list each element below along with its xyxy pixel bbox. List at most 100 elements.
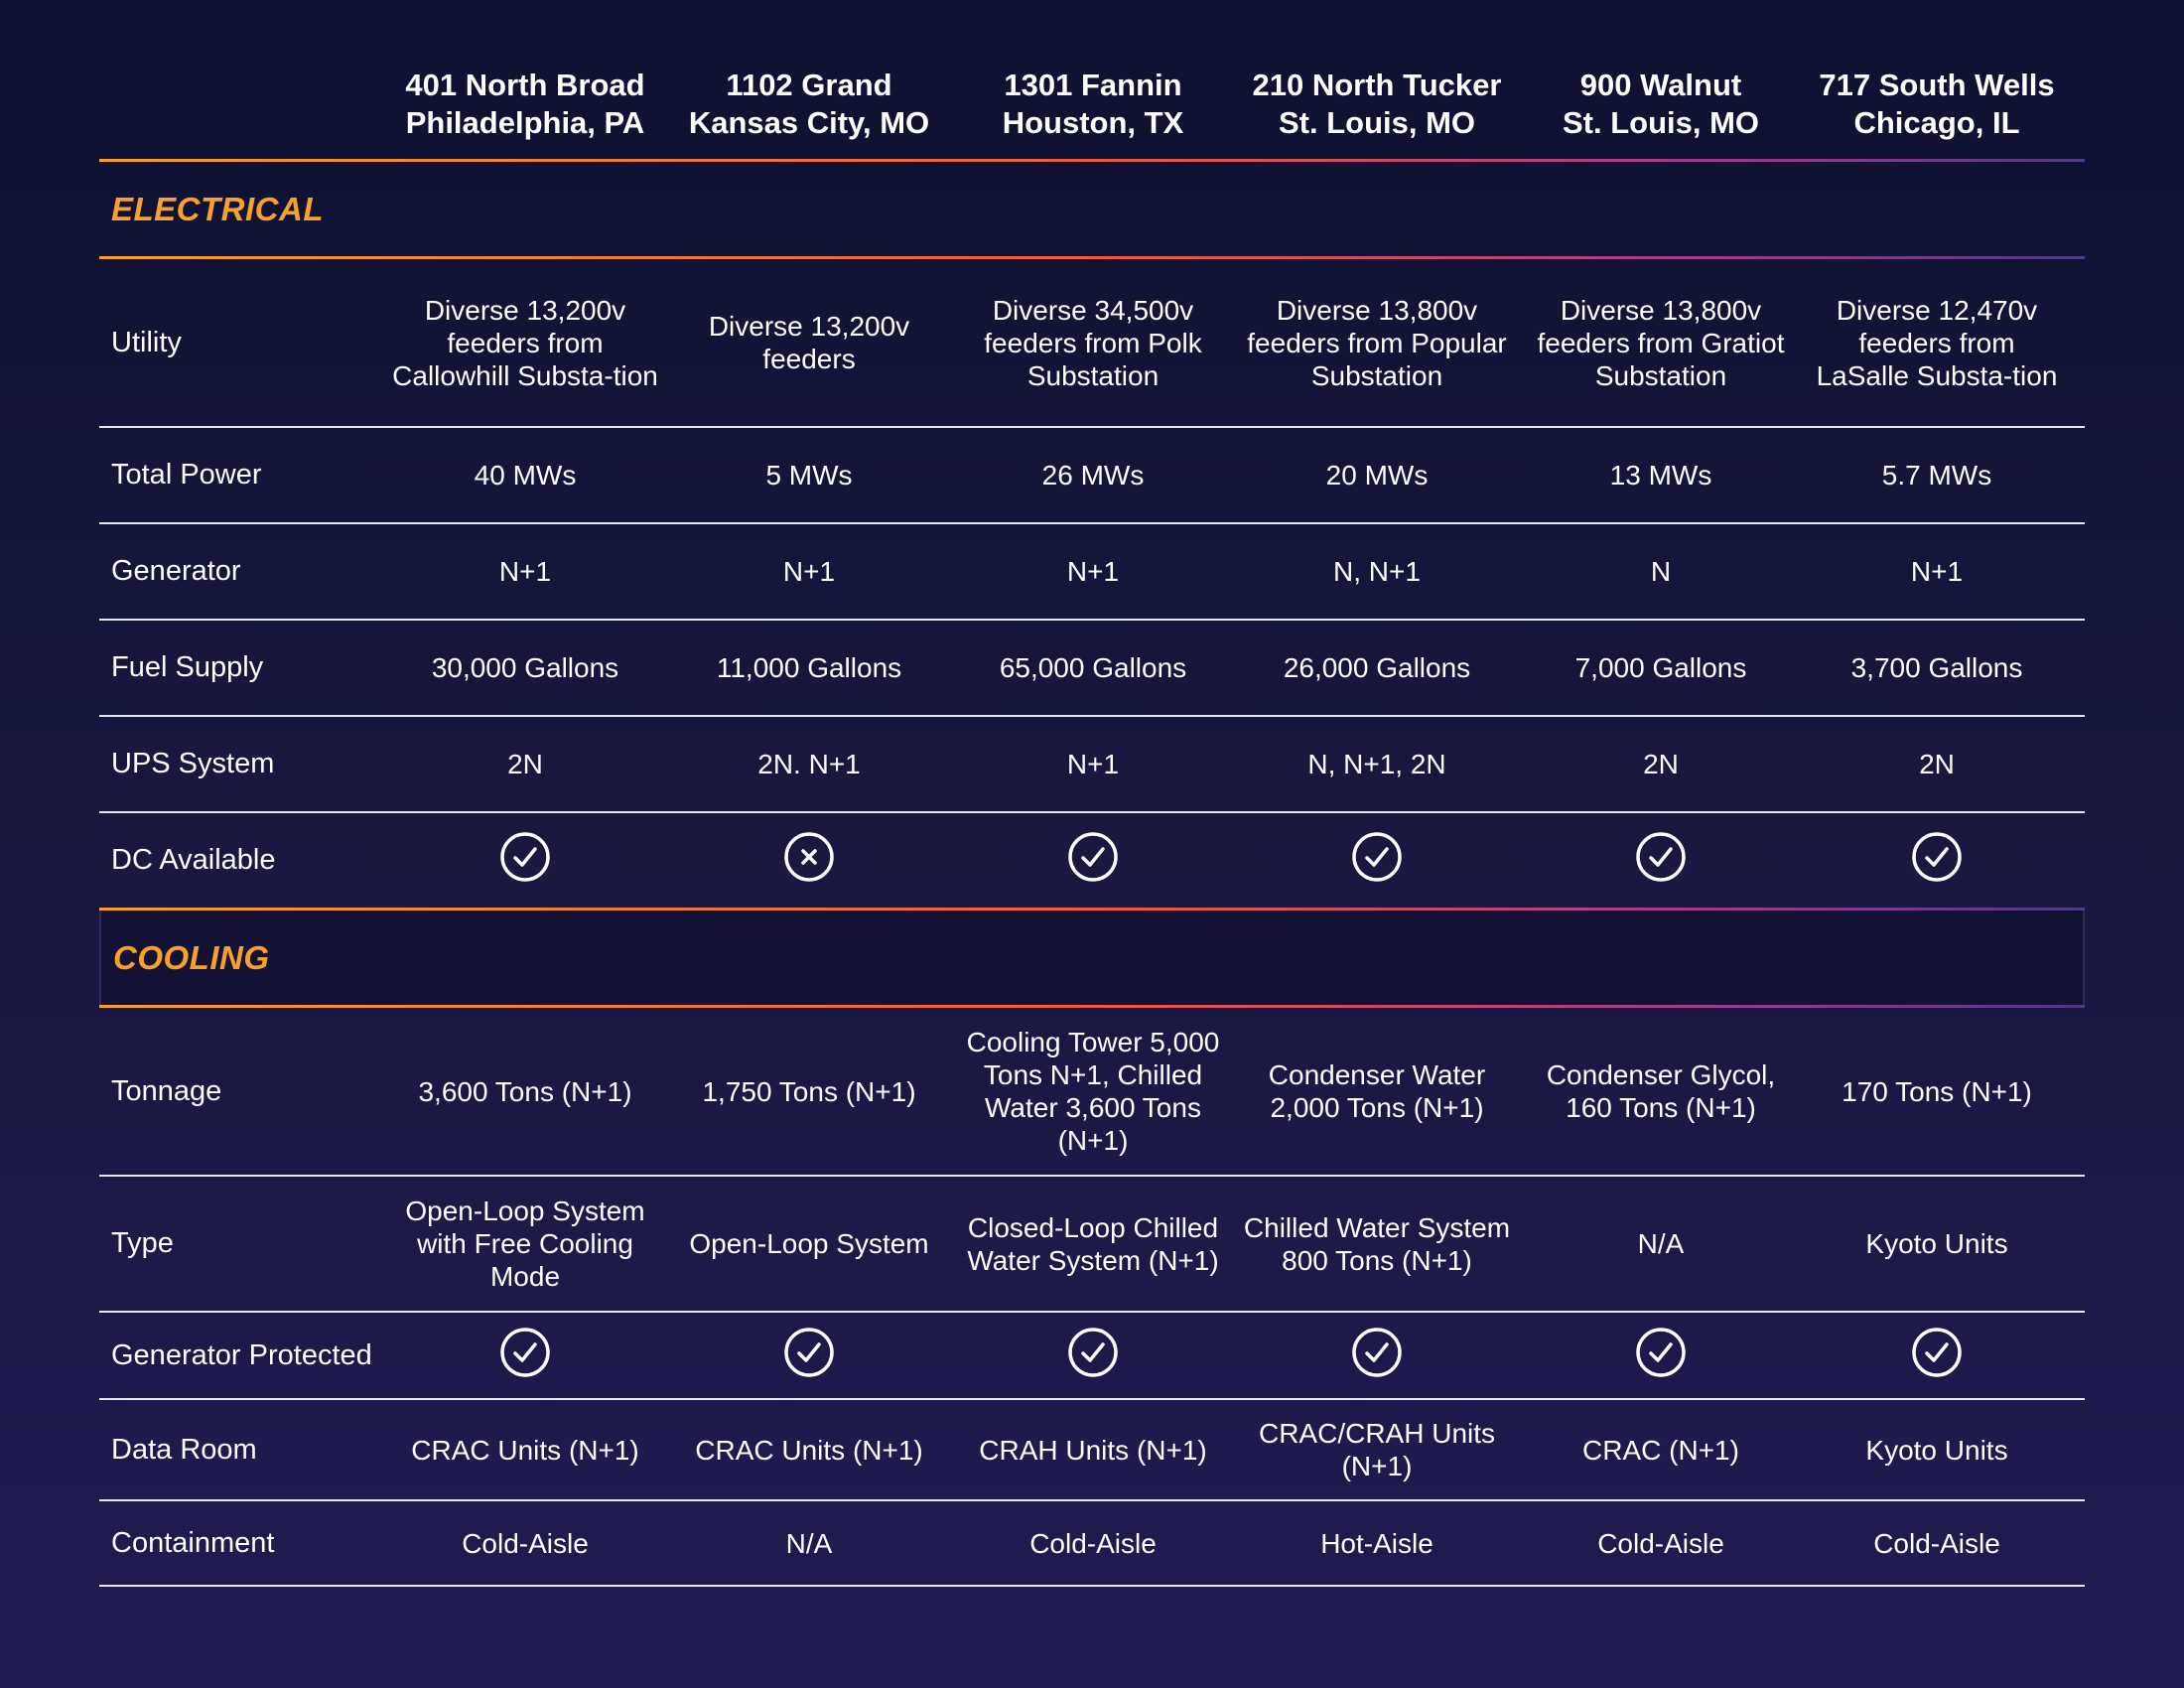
table-cell: N+1 [1910,556,1964,587]
table-cell [1519,831,1803,890]
table-cell: Hot-Aisle [1320,1527,1433,1559]
gradient-divider [99,1005,2085,1008]
check-circle-icon [1067,1327,1119,1378]
table-row-type: Type Open-Loop System with Free Cooling … [99,1177,2085,1311]
table-cell: Open-Loop System [689,1228,929,1259]
check-circle-icon [1351,1327,1403,1378]
table-cell: 11,000 Gallons [716,652,902,683]
row-divider [99,1398,2085,1400]
row-divider [99,522,2085,524]
table-cell [667,831,951,890]
row-label: Generator Protected [111,1338,372,1371]
table-cell: CRAC Units (N+1) [695,1434,923,1466]
table-row-generator: Generator N+1 N+1 N+1 N, N+1 N N+1 [99,524,2085,619]
row-divider [99,619,2085,621]
check-circle-icon [499,1327,551,1378]
table-cell: N+1 [782,556,836,587]
table-cell [383,1327,667,1385]
table-cell: Cold-Aisle [462,1527,589,1559]
gradient-divider [99,159,2085,162]
table-cell: CRAC/CRAH Units (N+1) [1258,1418,1496,1481]
column-header-address: 1301 Fannin [1004,68,1182,102]
column-header-st-louis-tucker: 210 North Tucker St. Louis, MO [1235,67,1519,142]
table-cell: Diverse 12,470v feeders from LaSalle Sub… [1816,294,2058,391]
column-header-city: St. Louis, MO [1562,105,1760,140]
column-header-houston: 1301 Fannin Houston, TX [951,67,1235,142]
table-cell: 2N. N+1 [757,749,861,779]
table-cell: 5.7 MWs [1881,460,1992,491]
row-label: Generator [111,555,241,587]
table-cell [1235,831,1519,890]
column-header-city: Houston, TX [1002,105,1184,140]
row-divider [99,1311,2085,1313]
column-header-city: Philadelphia, PA [405,105,645,140]
column-header-address: 401 North Broad [405,68,645,102]
table-cell: N+1 [498,556,552,587]
column-header-city: Kansas City, MO [688,105,930,140]
column-header-philadelphia: 401 North Broad Philadelphia, PA [383,67,667,142]
check-circle-icon [783,1327,835,1378]
table-cell: 3,600 Tons (N+1) [418,1075,632,1107]
table-cell: N+1 [1066,749,1120,779]
table-cell: 5 MWs [765,460,853,491]
table-cell [1803,1327,2071,1385]
table-cell: N/A [1637,1228,1685,1259]
table-row-generator-protected: Generator Protected [99,1313,2085,1398]
row-label: Total Power [111,459,262,491]
table-cell: 30,000 Gallons [431,652,619,683]
row-divider [99,1499,2085,1501]
row-label: Fuel Supply [111,651,264,683]
check-circle-icon [1635,1327,1687,1378]
table-cell: Chilled Water System 800 Tons (N+1) [1243,1211,1511,1276]
table-cell: Condenser Water 2,000 Tons (N+1) [1268,1059,1486,1123]
table-cell: 13 MWs [1609,460,1712,491]
table-cell: 3,700 Gallons [1850,652,2023,683]
check-circle-icon [1911,831,1963,883]
table-cell: N [1650,556,1672,587]
table-cell: Diverse 13,800v feeders from Popular Sub… [1247,294,1507,391]
column-header-row: 401 North Broad Philadelphia, PA 1102 Gr… [99,50,2085,159]
row-label: Containment [111,1526,275,1559]
check-circle-icon [499,831,551,883]
table-cell [1519,1327,1803,1385]
column-header-address: 210 North Tucker [1252,68,1502,102]
table-cell [383,831,667,890]
column-header-address: 1102 Grand [726,68,892,102]
table-row-containment: Containment Cold-Aisle N/A Cold-Aisle Ho… [99,1501,2085,1585]
table-cell: Closed-Loop Chilled Water System (N+1) [967,1211,1219,1276]
table-cell: Cold-Aisle [1597,1527,1724,1559]
table-cell: Diverse 13,200v feeders [708,311,910,374]
section-header-cooling: COOLING [99,911,2085,1005]
check-circle-icon [1351,831,1403,883]
table-cell [951,1327,1235,1385]
column-header-address: 900 Walnut [1579,68,1742,102]
row-label: Tonnage [111,1074,222,1107]
row-label: Utility [111,326,182,358]
table-cell: CRAC (N+1) [1582,1434,1739,1466]
table-cell [951,831,1235,890]
table-cell: Diverse 13,800v feeders from Gratiot Sub… [1537,294,1785,391]
check-circle-icon [1067,831,1119,883]
row-divider [99,715,2085,717]
table-row-dc-available: DC Available [99,813,2085,908]
spec-table: 401 North Broad Philadelphia, PA 1102 Gr… [99,50,2085,1587]
row-divider [99,1175,2085,1177]
check-circle-icon [1635,831,1687,883]
table-cell [667,1327,951,1385]
table-row-ups-system: UPS System 2N 2N. N+1 N+1 N, N+1, 2N 2N … [99,717,2085,811]
table-cell: Cold-Aisle [1029,1527,1157,1559]
x-circle-icon [783,831,835,883]
section-header-electrical: ELECTRICAL [99,162,2085,256]
row-label: Type [111,1227,174,1259]
check-circle-icon [1911,1327,1963,1378]
table-cell: 2N [1919,749,1955,779]
table-cell: 20 MWs [1325,460,1429,491]
table-cell: Open-Loop System with Free Cooling Mode [405,1196,645,1292]
table-cell: N+1 [1066,556,1120,587]
table-cell: 26 MWs [1041,460,1145,491]
row-divider [99,811,2085,813]
table-cell: Condenser Glycol, 160 Tons (N+1) [1546,1059,1776,1123]
table-cell: CRAC Units (N+1) [411,1434,639,1466]
table-cell [1235,1327,1519,1385]
table-row-total-power: Total Power 40 MWs 5 MWs 26 MWs 20 MWs 1… [99,428,2085,522]
